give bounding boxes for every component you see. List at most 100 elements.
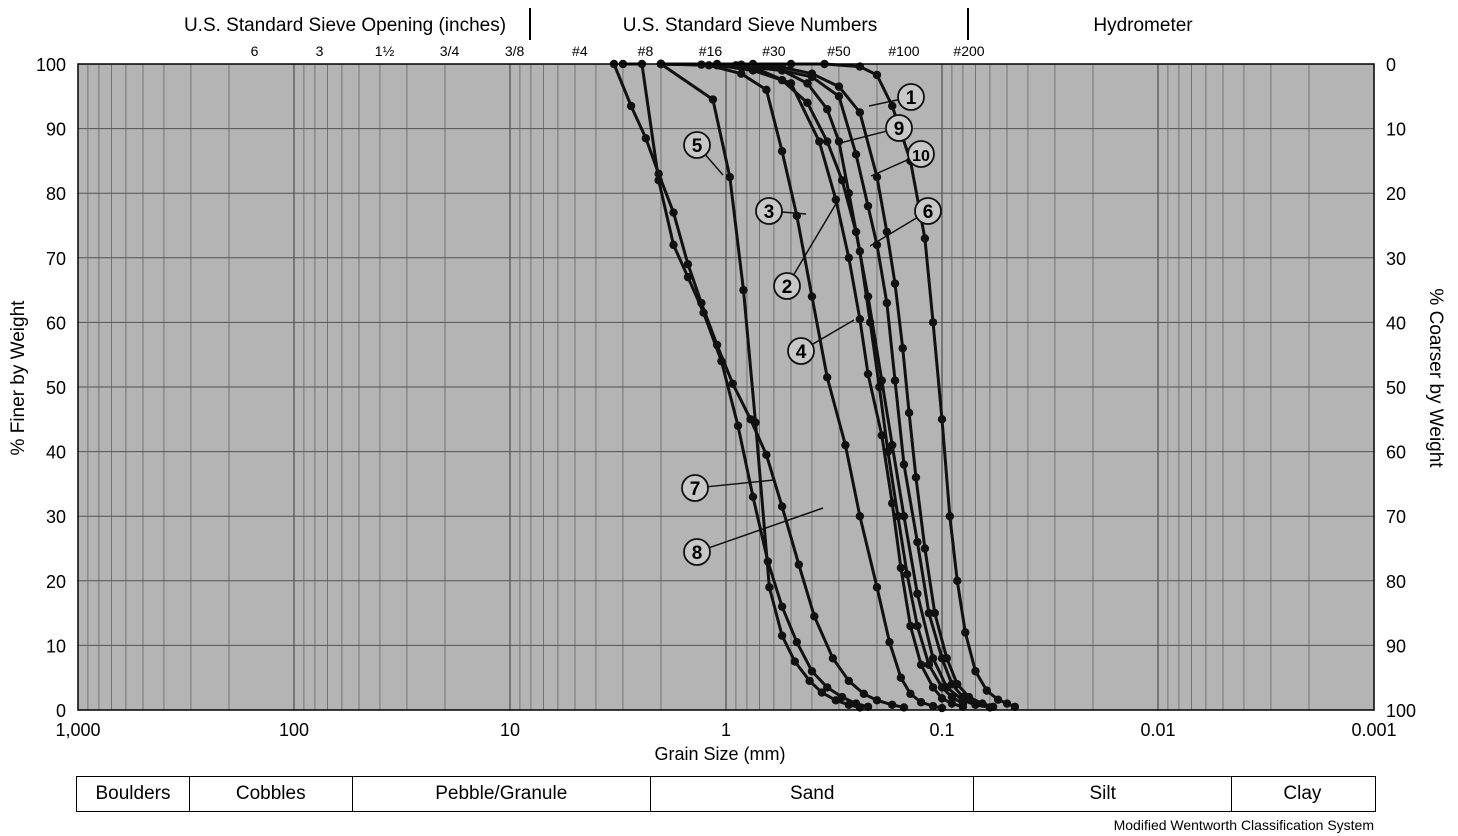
callout-circle-5 (683, 131, 711, 159)
data-point-4 (844, 253, 854, 262)
data-point-9 (913, 621, 922, 631)
y-tick-right: 0 (1386, 55, 1396, 75)
data-point-3 (855, 512, 865, 521)
y-tick-left: 10 (46, 636, 66, 656)
data-point-2 (913, 589, 922, 598)
data-point-5 (765, 583, 774, 592)
data-point-10 (930, 608, 939, 618)
y-tick-left: 100 (36, 55, 66, 75)
data-point-8 (828, 654, 838, 663)
data-point-3 (823, 373, 832, 382)
callout-leader-10 (870, 158, 910, 177)
data-point-5 (817, 688, 827, 697)
callout-circle-8 (683, 538, 711, 566)
y-tick-right: 90 (1386, 636, 1406, 656)
callout-label-5: 5 (692, 136, 703, 157)
data-point-10 (834, 82, 844, 91)
data-point-9 (902, 570, 912, 579)
y-tick-right: 70 (1386, 507, 1406, 527)
y-tick-left: 60 (46, 313, 66, 333)
data-point-1 (993, 695, 1003, 704)
data-point-9 (823, 105, 832, 114)
callout-leader-8 (709, 507, 824, 549)
data-point-8 (712, 340, 722, 350)
data-point-6 (924, 608, 934, 618)
data-point-4 (855, 314, 865, 324)
data-point-8 (728, 379, 738, 388)
y-tick-right: 40 (1386, 313, 1406, 333)
callout-circle-9 (885, 114, 913, 142)
data-point-4 (831, 195, 841, 204)
callout-leader-5 (704, 154, 724, 176)
callout-circle-10 (907, 140, 935, 168)
callout-leader-9 (839, 130, 887, 144)
data-point-8 (872, 696, 882, 705)
data-point-2 (823, 137, 832, 146)
top-header: U.S. Standard Sieve Numbers (623, 15, 878, 36)
sieve-label: 6 (251, 43, 259, 59)
axis-labels: 0102030405060708090100100908070605040302… (8, 8, 1446, 764)
y-axis-right-title: % Coarser by Weight (1425, 288, 1446, 468)
sieve-label: #50 (827, 43, 851, 59)
y-tick-left: 0 (56, 701, 66, 721)
callout-label-3: 3 (764, 202, 775, 223)
data-point-6 (851, 150, 861, 159)
data-point-10 (953, 679, 962, 689)
callout-label-6: 6 (923, 202, 934, 223)
data-point-5 (739, 285, 748, 295)
data-point-8 (641, 134, 651, 143)
data-point-9 (834, 137, 844, 146)
sieve-label: #200 (953, 43, 984, 59)
data-point-9 (875, 382, 884, 392)
y-tick-left: 50 (46, 378, 66, 398)
sieve-label: 1½ (375, 43, 395, 59)
callout-circle-7 (681, 474, 709, 502)
data-point-6 (913, 537, 922, 547)
data-point-9 (937, 683, 947, 692)
data-point-5 (708, 95, 718, 104)
data-point-1 (1010, 702, 1020, 711)
data-point-7 (823, 683, 832, 692)
data-point-1 (961, 628, 970, 637)
data-point-4 (906, 621, 915, 631)
data-point-4 (863, 369, 873, 379)
data-point-6 (958, 692, 968, 702)
data-point-10 (777, 63, 787, 72)
data-point-5 (790, 657, 800, 666)
data-point-3 (777, 147, 787, 156)
data-point-8 (777, 502, 787, 511)
data-point-8 (859, 689, 869, 699)
data-point-7 (777, 602, 787, 611)
data-point-7 (863, 702, 873, 711)
y-tick-left: 80 (46, 184, 66, 204)
data-point-7 (792, 637, 802, 647)
classification-bar: Boulders Cobbles Pebble/Granule Sand Silt Cla… (76, 776, 1376, 812)
callout-label-2: 2 (782, 277, 793, 298)
y-tick-right: 50 (1386, 378, 1406, 398)
data-point-10 (904, 408, 914, 418)
data-point-4 (877, 431, 886, 440)
data-point-7 (669, 240, 678, 250)
data-point-7 (837, 692, 847, 702)
data-point-2 (837, 176, 847, 185)
y-axis-left-title: % Finer by Weight (8, 300, 29, 456)
data-point-6 (834, 92, 844, 101)
data-point-9 (893, 512, 903, 521)
data-point-8 (810, 612, 819, 621)
data-point-1 (928, 318, 938, 327)
sieve-label: #8 (638, 43, 654, 59)
data-point-10 (807, 69, 817, 78)
data-point-7 (683, 272, 693, 282)
data-point-6 (863, 201, 873, 211)
top-header: U.S. Standard Sieve Opening (inches) (184, 15, 506, 36)
data-point-3 (937, 703, 947, 713)
data-point-8 (888, 700, 897, 710)
data-point-1 (920, 234, 930, 243)
x-tick: 1 (721, 720, 731, 740)
data-point-10 (911, 473, 921, 482)
y-tick-right: 10 (1386, 120, 1406, 140)
series-lines (609, 59, 1020, 713)
sieve-label: #30 (762, 43, 786, 59)
callout-leader-2 (793, 201, 838, 276)
data-point-1 (971, 667, 980, 676)
